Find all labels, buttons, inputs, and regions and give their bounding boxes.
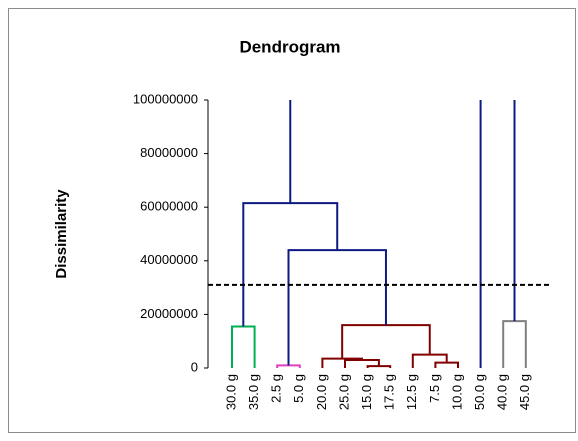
leaf-label: 5.0 g — [291, 374, 306, 403]
frame — [8, 8, 576, 433]
leaf-label: 30.0 g — [223, 374, 238, 410]
leaf-label: 7.5 g — [427, 374, 442, 403]
y-tick-label: 80000000 — [140, 145, 198, 160]
leaf-label: 25.0 g — [336, 374, 351, 410]
y-tick-label: 40000000 — [140, 252, 198, 267]
y-tick-label: 60000000 — [140, 199, 198, 214]
leaf-label: 40.0 g — [495, 374, 510, 410]
leaf-label: 10.0 g — [449, 374, 464, 410]
leaf-label: 15.0 g — [359, 374, 374, 410]
leaf-label: 50.0 g — [472, 374, 487, 410]
y-axis-label: Dissimilarity — [53, 189, 70, 279]
leaf-label: 17.5 g — [382, 374, 397, 410]
leaf-label: 35.0 g — [246, 374, 261, 410]
leaf-label: 12.5 g — [404, 374, 419, 410]
leaf-label: 45.0 g — [517, 374, 532, 410]
chart-title: Dendrogram — [239, 37, 340, 56]
leaf-label: 2.5 g — [269, 374, 284, 403]
y-tick-label: 100000000 — [133, 91, 198, 106]
y-tick-label: 20000000 — [140, 306, 198, 321]
leaf-label: 20.0 g — [314, 374, 329, 410]
y-tick-label: 0 — [191, 359, 198, 374]
